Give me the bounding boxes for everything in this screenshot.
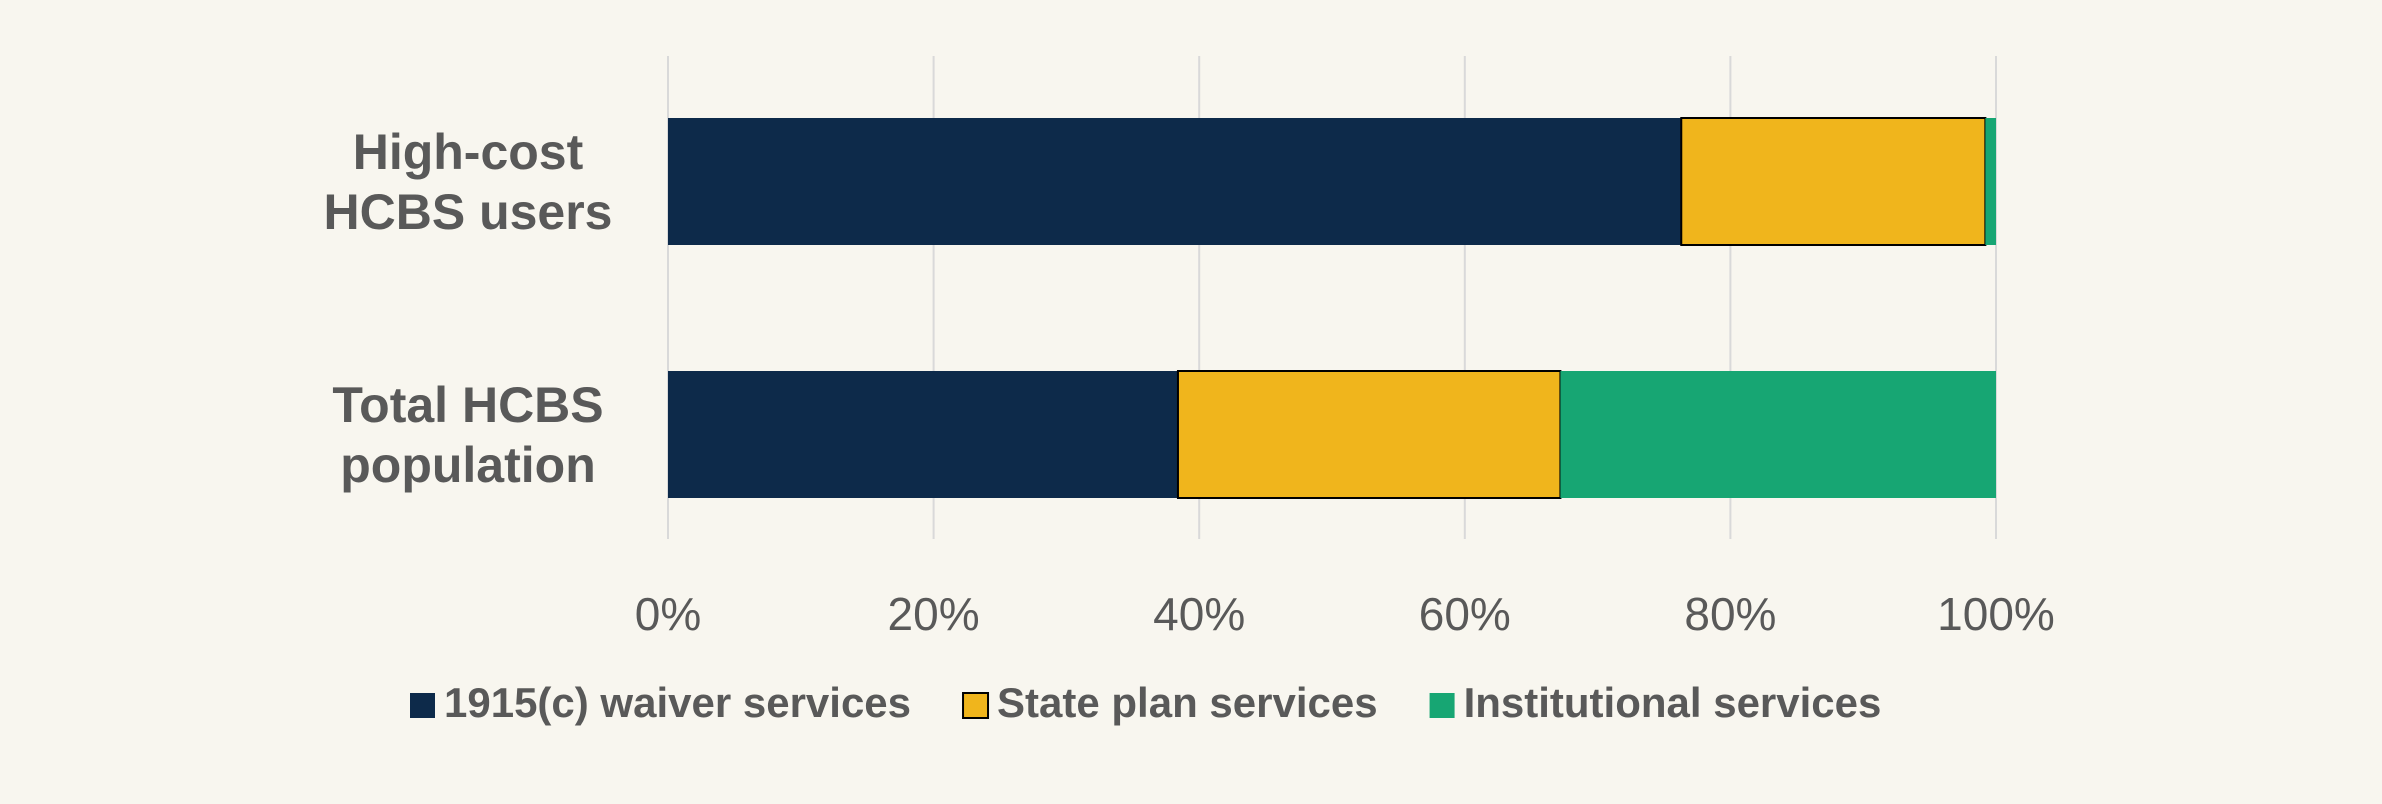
y-tick-label: High-cost HCBS users [323,123,613,240]
bar-segment [668,371,1178,498]
bar-segment [668,118,1682,245]
x-tick-label: 60% [1419,588,1511,640]
legend-label: 1915(c) waiver services [444,679,911,726]
bar-segment [1176,370,1562,499]
x-tick-label: 100% [1937,588,2055,640]
bar-segment [1985,118,1996,245]
legend-swatch [962,692,990,719]
x-tick-label: 80% [1684,588,1776,640]
x-tick-label: 40% [1153,588,1245,640]
x-tick-label: 0% [635,588,701,640]
x-tick-label: 20% [888,588,980,640]
legend-label: State plan services [997,679,1378,726]
legend-label: Institutional services [1464,679,1882,726]
bar-segment [1680,117,1987,246]
legend-swatch [410,693,435,718]
bar-segment [1560,371,1996,498]
y-tick-label: Total HCBS population [332,376,604,493]
legend-swatch [1429,693,1455,718]
